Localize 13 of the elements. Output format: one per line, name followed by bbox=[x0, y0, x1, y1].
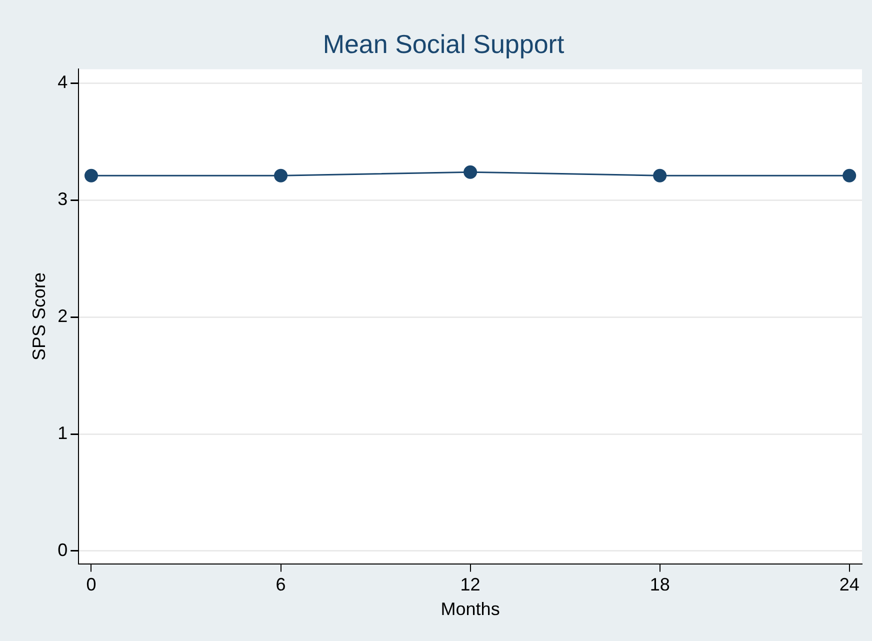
chart-title: Mean Social Support bbox=[322, 28, 565, 59]
x-tick-label: 0 bbox=[86, 574, 96, 595]
y-axis-title: SPS Score bbox=[28, 272, 49, 361]
x-tick-label: 12 bbox=[460, 574, 480, 595]
x-tick-label: 24 bbox=[839, 574, 860, 595]
y-tick-label: 0 bbox=[58, 540, 68, 560]
x-axis-title: Months bbox=[440, 599, 500, 620]
x-tick-label: 6 bbox=[276, 574, 286, 595]
y-tick-label: 4 bbox=[58, 72, 68, 92]
y-tick-label: 3 bbox=[58, 189, 68, 210]
y-tick-label: 1 bbox=[58, 422, 68, 443]
y-tick-label: 2 bbox=[58, 306, 68, 326]
x-tick-label: 18 bbox=[650, 574, 670, 595]
